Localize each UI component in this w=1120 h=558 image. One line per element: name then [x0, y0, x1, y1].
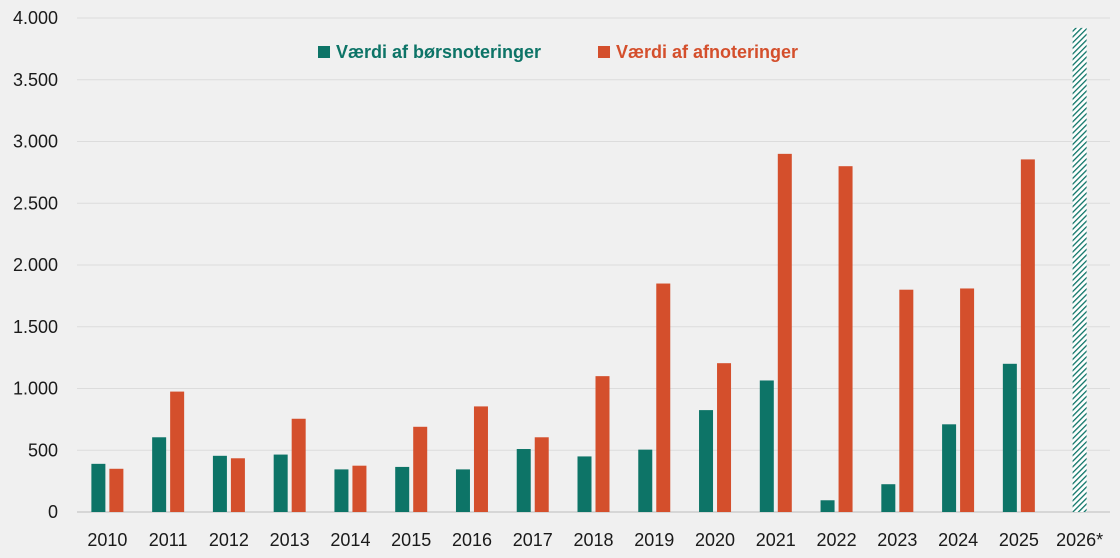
y-tick-label: 3.500	[13, 70, 58, 90]
bar-afnoteringer-2013	[291, 418, 306, 512]
y-tick-label: 1.500	[13, 317, 58, 337]
bars	[91, 27, 1087, 512]
bar-afnoteringer-2012	[230, 458, 245, 512]
bar-boersnoteringer-2024	[942, 424, 957, 512]
bar-afnoteringer-2016	[473, 406, 488, 512]
bar-afnoteringer-2017	[534, 437, 549, 512]
bar-boersnoteringer-2026*	[1072, 27, 1087, 512]
bar-boersnoteringer-2010	[91, 463, 106, 512]
legend: Værdi af børsnoteringer Værdi af afnoter…	[318, 42, 798, 62]
x-tick-label: 2026*	[1056, 530, 1103, 550]
bar-boersnoteringer-2019	[638, 449, 653, 512]
bar-boersnoteringer-2015	[395, 466, 410, 512]
x-tick-label: 2025	[999, 530, 1039, 550]
bar-afnoteringer-2019	[656, 283, 671, 512]
legend-swatch-1	[598, 46, 610, 58]
x-tick-label: 2024	[938, 530, 978, 550]
x-axis: 2010 2011 2012 2013 2014 2015 2016 2017 2018 2019…	[87, 530, 1103, 550]
x-tick-label: 2012	[209, 530, 249, 550]
bar-boersnoteringer-2022	[820, 500, 835, 512]
bar-afnoteringer-2011	[170, 391, 185, 512]
x-tick-label: 2020	[695, 530, 735, 550]
bar-boersnoteringer-2020	[699, 410, 714, 512]
x-tick-label: 2014	[330, 530, 370, 550]
x-tick-label: 2022	[817, 530, 857, 550]
y-tick-label: 1.000	[13, 379, 58, 399]
x-tick-label: 2010	[87, 530, 127, 550]
bar-afnoteringer-2021	[777, 153, 792, 512]
x-tick-label: 2019	[634, 530, 674, 550]
bar-afnoteringer-2020	[717, 363, 732, 512]
x-tick-label: 2023	[877, 530, 917, 550]
y-tick-label: 4.000	[13, 8, 58, 28]
x-tick-label: 2013	[270, 530, 310, 550]
x-tick-label: 2016	[452, 530, 492, 550]
bar-boersnoteringer-2017	[516, 449, 531, 512]
legend-swatch-0	[318, 46, 330, 58]
y-tick-label: 3.000	[13, 132, 58, 152]
x-tick-label: 2011	[149, 530, 188, 550]
x-tick-label: 2015	[391, 530, 431, 550]
gridlines	[77, 17, 1110, 513]
bar-boersnoteringer-2012	[212, 455, 227, 512]
bar-afnoteringer-2010	[109, 468, 124, 512]
bar-boersnoteringer-2023	[881, 484, 896, 512]
bar-boersnoteringer-2013	[273, 454, 288, 512]
bar-afnoteringer-2014	[352, 465, 367, 512]
bar-afnoteringer-2015	[413, 426, 428, 512]
bar-afnoteringer-2022	[838, 166, 853, 512]
bar-boersnoteringer-2018	[577, 456, 592, 512]
bar-boersnoteringer-2011	[152, 437, 167, 512]
bar-boersnoteringer-2021	[759, 380, 774, 512]
x-tick-label: 2017	[513, 530, 553, 550]
y-tick-label: 0	[48, 502, 58, 522]
bar-afnoteringer-2025	[1020, 159, 1035, 512]
y-tick-label: 2.000	[13, 255, 58, 275]
legend-label-0: Værdi af børsnoteringer	[336, 42, 541, 62]
bar-boersnoteringer-2016	[455, 469, 470, 512]
legend-label-1: Værdi af afnoteringer	[616, 42, 798, 62]
bar-afnoteringer-2018	[595, 376, 610, 512]
bar-afnoteringer-2023	[899, 289, 914, 512]
y-axis: 0 500 1.000 1.500 2.000 2.500 3.000 3.500 4.000	[13, 8, 58, 522]
bar-boersnoteringer-2025	[1002, 363, 1017, 512]
x-tick-label: 2018	[573, 530, 613, 550]
y-tick-label: 500	[28, 440, 58, 460]
x-tick-label: 2021	[756, 530, 796, 550]
bar-boersnoteringer-2014	[334, 469, 349, 512]
y-tick-label: 2.500	[13, 193, 58, 213]
bar-afnoteringer-2024	[960, 288, 975, 512]
